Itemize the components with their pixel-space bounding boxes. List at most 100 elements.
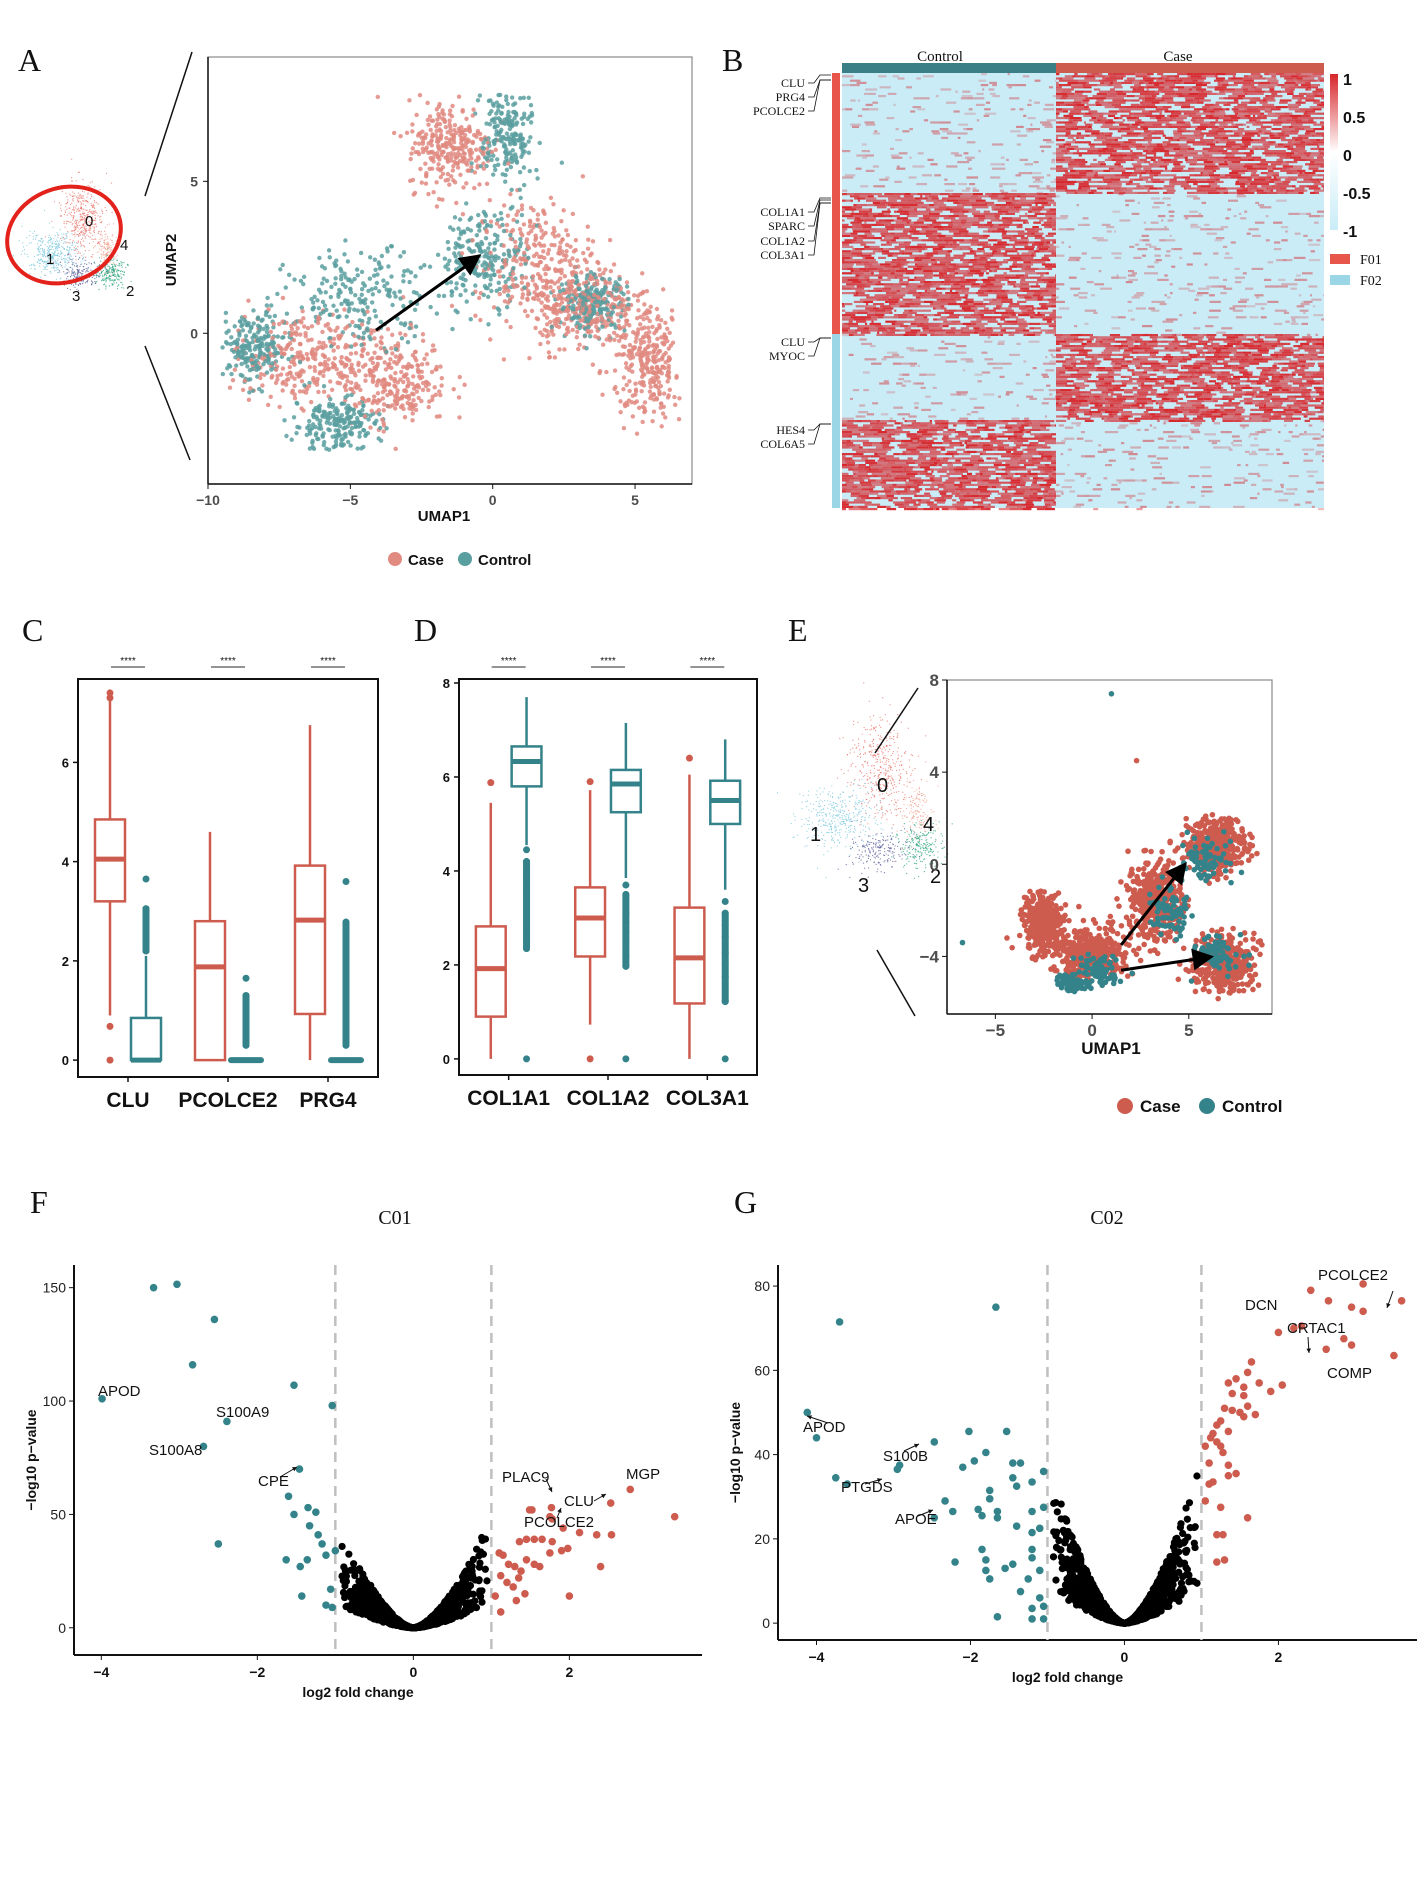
cell-point-control xyxy=(326,411,332,416)
cell-point-control xyxy=(249,324,254,330)
heatmap-cell xyxy=(1215,112,1226,115)
x-tick-label: 5 xyxy=(631,492,639,508)
heatmap-cell xyxy=(1322,112,1324,115)
cell-point-case xyxy=(292,392,297,397)
overview-cell-cluster-4 xyxy=(103,242,105,244)
cell-point-case xyxy=(505,213,511,218)
heatmap-cell xyxy=(1242,77,1253,80)
heatmap-cell xyxy=(1014,84,1027,87)
heatmap-cell xyxy=(1086,103,1096,106)
cell-point-control xyxy=(226,328,231,334)
heatmap-cell xyxy=(1243,90,1255,93)
cell-point-case xyxy=(423,161,428,166)
cell-point-case xyxy=(377,398,382,403)
overview-cell-cluster-1 xyxy=(41,249,43,251)
overview-cell-cluster-1 xyxy=(12,255,15,257)
cell-point-control xyxy=(347,421,352,426)
heatmap-cell xyxy=(1298,92,1304,95)
cell-point-case xyxy=(582,257,588,263)
cell-point-control xyxy=(318,426,324,431)
overview-cell-cluster-0 xyxy=(78,251,80,253)
cell-point-control xyxy=(435,252,441,258)
overview-cell-cluster-1 xyxy=(58,245,60,247)
heatmap-cell xyxy=(1056,114,1059,117)
overview-cell-cluster-2 xyxy=(102,269,104,272)
heatmap-cell xyxy=(1317,77,1324,80)
cell-point-case xyxy=(513,239,518,244)
cell-point-control xyxy=(461,229,467,234)
cell-point-case xyxy=(548,319,553,325)
overview-cell-cluster-4 xyxy=(107,244,109,246)
cell-point-control xyxy=(365,326,370,331)
overview-cell-cluster-4 xyxy=(106,246,108,248)
heatmap-cell xyxy=(1151,101,1160,104)
cell-point-case xyxy=(517,227,523,232)
heatmap-cell xyxy=(1223,79,1236,82)
heatmap-cell xyxy=(1056,73,1060,76)
heatmap-cell xyxy=(1119,110,1122,113)
heatmap-cell xyxy=(1164,92,1176,95)
cell-point-case xyxy=(378,355,383,361)
cell-point-control xyxy=(286,356,291,362)
cell-point-control xyxy=(223,319,229,324)
heatmap-cell xyxy=(906,86,913,89)
heatmap-cell xyxy=(1206,110,1210,113)
heatmap-cell xyxy=(1009,97,1020,100)
cell-point-control xyxy=(482,260,487,265)
cell-point-control xyxy=(509,187,514,193)
heatmap-cell xyxy=(1056,112,1060,115)
cell-point-case xyxy=(449,303,455,309)
cell-point-control xyxy=(237,331,242,336)
cell-point-case xyxy=(620,352,625,358)
cell-point-control xyxy=(502,179,508,184)
cell-point-control xyxy=(576,314,581,319)
cell-point-case xyxy=(230,377,236,383)
cell-point-control xyxy=(486,255,492,261)
overview-cell-cluster-1 xyxy=(29,273,31,275)
overview-cell-cluster-0 xyxy=(84,219,86,222)
overview-cell-cluster-1 xyxy=(41,247,44,250)
heatmap-cell xyxy=(1202,81,1211,84)
cell-point-control xyxy=(458,231,464,237)
overview-cell-cluster-4 xyxy=(102,253,104,255)
cell-point-case xyxy=(423,181,429,186)
cell-point-case xyxy=(603,267,608,272)
cell-point-case xyxy=(242,378,248,383)
cell-point-case xyxy=(269,353,274,358)
cell-point-control xyxy=(436,293,442,298)
overview-cell-cluster-1 xyxy=(47,264,49,266)
cell-point-case xyxy=(640,368,645,374)
cell-point-control xyxy=(223,310,229,316)
cell-point-control xyxy=(252,347,257,352)
overview-cell-cluster-0 xyxy=(77,240,79,242)
cell-point-case xyxy=(673,402,678,408)
cell-point-case xyxy=(666,363,671,369)
cell-point-case xyxy=(491,305,497,310)
heatmap-cell xyxy=(1097,84,1108,87)
cell-point-control xyxy=(499,265,505,270)
cell-point-control xyxy=(330,404,335,410)
overview-cell-cluster-0 xyxy=(84,232,86,234)
overview-cell-cluster-4 xyxy=(101,250,103,252)
heatmap-cell xyxy=(1146,73,1154,76)
heatmap-cell xyxy=(1074,90,1085,93)
overview-cell-cluster-3 xyxy=(75,282,77,285)
cell-point-case xyxy=(665,395,671,400)
cell-point-case xyxy=(426,387,431,393)
heatmap-cell xyxy=(1152,81,1165,84)
overview-cell-cluster-4 xyxy=(107,247,110,249)
cell-point-control xyxy=(615,287,620,292)
heatmap-cell xyxy=(1181,106,1191,109)
heatmap-cell xyxy=(1242,110,1253,113)
overview-cell-cluster-2 xyxy=(100,272,102,275)
cell-point-control xyxy=(235,342,240,347)
overview-cell-cluster-1 xyxy=(38,265,41,267)
cell-point-case xyxy=(410,411,415,416)
heatmap-cell xyxy=(1098,114,1104,117)
cell-point-control xyxy=(464,299,469,304)
cell-point-case xyxy=(464,181,469,186)
overview-cell-cluster-0 xyxy=(92,218,94,220)
overview-cell-cluster-0 xyxy=(69,221,71,223)
cell-point-control xyxy=(308,427,313,432)
heatmap-cell xyxy=(975,103,985,106)
